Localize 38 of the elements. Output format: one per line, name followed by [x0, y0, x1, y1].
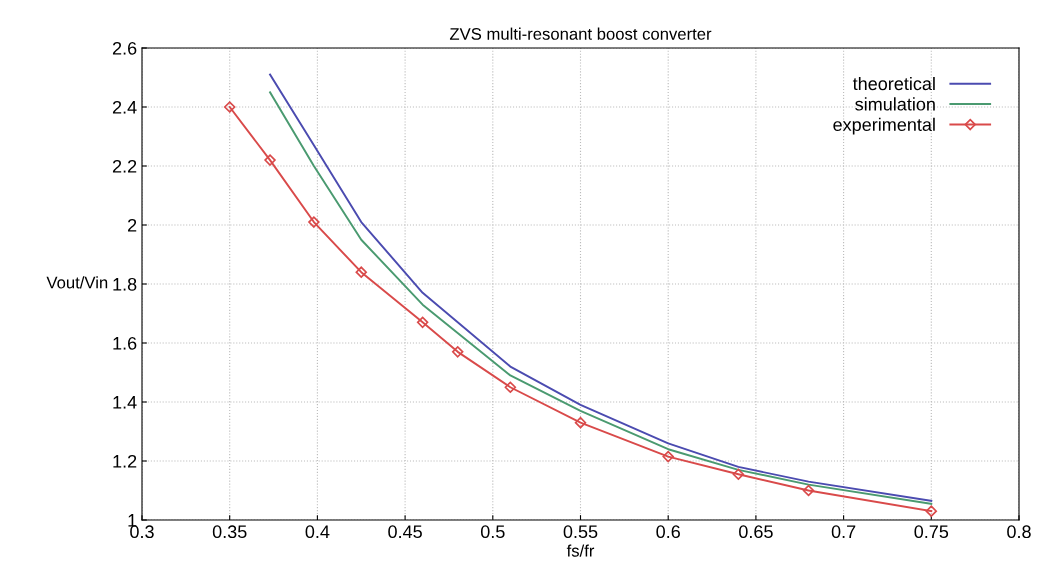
y-tick-label: 1.8	[113, 277, 137, 291]
x-tick-label: 0.45	[388, 525, 422, 539]
y-tick-label: 1	[128, 514, 137, 527]
point	[574, 416, 587, 429]
point	[925, 505, 938, 517]
point	[504, 381, 517, 393]
x-tick-label: 0.65	[739, 525, 773, 539]
point	[802, 484, 815, 497]
point	[662, 450, 674, 463]
point	[732, 468, 745, 481]
x-tick-label: 0.3	[130, 525, 154, 539]
legend-label: simulation	[855, 97, 935, 111]
y-tick-label: 2	[128, 218, 137, 232]
x-axis-title: fs/fr	[566, 544, 595, 557]
y-tick-label: 2.4	[112, 100, 137, 114]
point	[451, 346, 464, 358]
x-tick-label: 0.35	[212, 525, 247, 539]
point	[223, 101, 236, 113]
x-tick-label: 0.55	[563, 525, 598, 539]
x-tick-label: 0.7	[831, 525, 856, 539]
x-tick-label: 0.8	[1007, 525, 1031, 539]
chart-title: ZVS multi-resonant boost converter	[449, 27, 712, 40]
x-tick-label: 0.6	[656, 525, 680, 539]
y-tick-label: 2.6	[112, 41, 137, 55]
y-tick-label: 1.2	[113, 454, 137, 468]
point	[355, 266, 367, 278]
x-tick-label: 0.4	[305, 525, 330, 539]
legend-label: experimental	[833, 117, 935, 135]
point	[264, 154, 276, 166]
legend-label: theoretical	[852, 76, 935, 91]
y-tick-label: 2.2	[112, 159, 137, 173]
y-axis-title: Vout/Vin	[46, 276, 108, 289]
x-tick-label: 0.5	[480, 525, 505, 539]
y-tick-label: 1.6	[113, 336, 137, 350]
y-tick-label: 1.4	[113, 396, 137, 409]
point	[308, 216, 320, 228]
point	[416, 316, 429, 329]
x-tick-label: 0.75	[914, 525, 949, 539]
